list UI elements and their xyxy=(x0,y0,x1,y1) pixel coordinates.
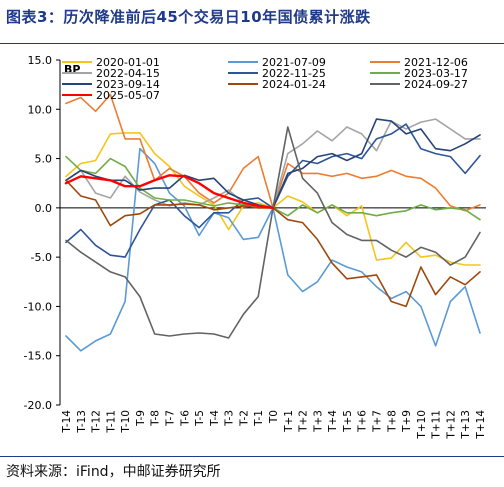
x-tick-label: T-13 xyxy=(76,410,88,434)
x-tick-label: T+3 xyxy=(312,410,324,433)
y-tick-label: 0.0 xyxy=(35,202,53,215)
series-line-2024-01-24 xyxy=(65,179,481,308)
x-tick-label: T+7 xyxy=(372,410,384,433)
x-tick-label: T-5 xyxy=(194,410,206,427)
series-line-2024-09-27 xyxy=(65,126,481,339)
x-tick-label: T-3 xyxy=(224,410,236,427)
x-tick-label: T+2 xyxy=(298,410,310,433)
y-tick-label: -10.0 xyxy=(24,300,52,313)
y-tick-label: -5.0 xyxy=(31,251,52,264)
legend-label-2024-01-24: 2024-01-24 xyxy=(262,78,326,91)
x-tick-label: T+13 xyxy=(460,410,472,440)
y-axis-unit-label: BP xyxy=(64,63,80,76)
x-tick-label: T-2 xyxy=(238,410,250,427)
x-tick-label: T0 xyxy=(268,410,280,424)
legend-label-2023-03-17: 2023-03-17 xyxy=(404,67,468,80)
x-tick-label: T+11 xyxy=(431,410,443,440)
x-tick-label: T+5 xyxy=(342,410,354,433)
y-tick-label: 10.0 xyxy=(28,103,53,116)
legend-label-2022-04-15: 2022-04-15 xyxy=(96,67,160,80)
x-tick-label: T+8 xyxy=(386,410,398,433)
x-tick-label: T-14 xyxy=(61,410,73,434)
chart-series xyxy=(64,93,481,352)
x-tick-label: T+4 xyxy=(327,410,339,433)
legend-label-2024-09-27: 2024-09-27 xyxy=(404,78,468,91)
x-tick-label: T+6 xyxy=(357,410,369,433)
series-line-2025-05-07 xyxy=(64,174,275,210)
series-line-2022-11-25 xyxy=(65,123,481,258)
x-tick-label: T-8 xyxy=(150,410,162,427)
legend-label-2025-05-07: 2025-05-07 xyxy=(96,89,160,102)
x-tick-label: T+9 xyxy=(401,410,413,433)
y-tick-label: -20.0 xyxy=(24,399,52,412)
x-tick-label: T-11 xyxy=(105,410,117,434)
source-note: 资料来源：iFind，中邮证券研究所 xyxy=(6,464,221,480)
legend-label-2020-01-01: 2020-01-01 xyxy=(96,56,160,69)
series-line-2021-12-06 xyxy=(65,93,481,212)
x-tick-label: T+1 xyxy=(283,410,295,433)
legend-label-2022-11-25: 2022-11-25 xyxy=(262,67,326,80)
x-tick-label: T-1 xyxy=(253,410,265,427)
y-tick-label: 5.0 xyxy=(35,153,53,166)
x-tick-label: T+10 xyxy=(416,410,428,440)
series-line-2020-01-01 xyxy=(65,132,481,266)
x-tick-label: T+12 xyxy=(445,410,457,440)
legend-label-2023-09-14: 2023-09-14 xyxy=(96,78,160,91)
x-tick-label: T-7 xyxy=(165,410,177,427)
x-tick-label: T-9 xyxy=(135,410,147,427)
x-tick-label: T-10 xyxy=(120,410,132,434)
chart-legend: 2020-01-01 2021-07-09 2021-12-06 2022-04-15… xyxy=(62,56,468,102)
chart-title: 图表3：历次降准前后45个交易日10年国债累计涨跌 xyxy=(6,8,371,26)
title-rule xyxy=(0,43,504,44)
x-tick-label: T-6 xyxy=(179,410,191,427)
source-rule xyxy=(0,456,504,457)
y-tick-label: 15.0 xyxy=(28,54,53,67)
x-tick-label: T-4 xyxy=(209,410,221,427)
x-tick-label: T-12 xyxy=(91,410,103,434)
y-tick-label: -15.0 xyxy=(24,350,52,363)
legend-label-2021-12-06: 2021-12-06 xyxy=(404,56,468,69)
x-tick-label: T+14 xyxy=(475,410,487,440)
legend-label-2021-07-09: 2021-07-09 xyxy=(262,56,326,69)
